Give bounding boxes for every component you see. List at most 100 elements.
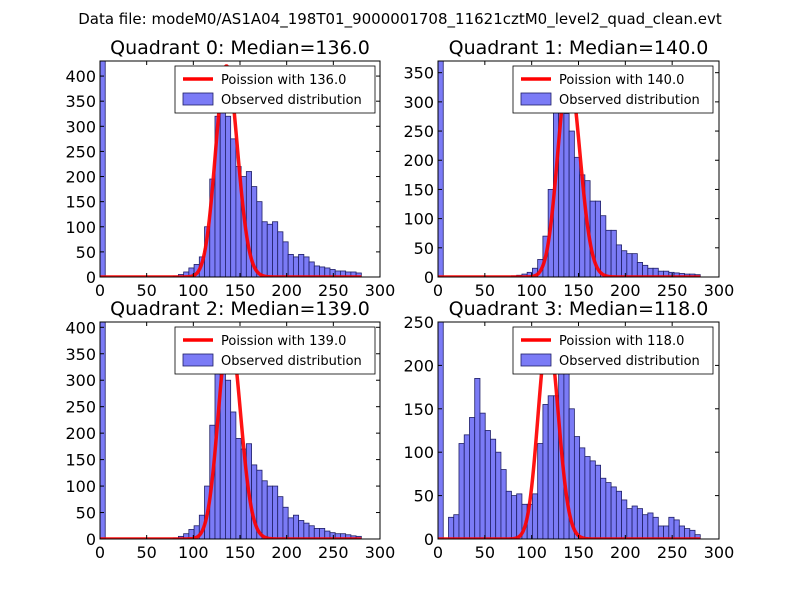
quadrant-3-title: Quadrant 3: Median=118.0: [449, 298, 709, 320]
x-tick-label: 100: [178, 543, 209, 562]
y-tick-label: 50: [414, 487, 434, 506]
histogram-bar: [219, 103, 226, 277]
x-tick-label: 300: [704, 543, 735, 562]
histogram-bar: [298, 253, 305, 277]
histogram-bar: [532, 493, 539, 539]
histogram-bar: [615, 244, 622, 277]
x-tick-label: 100: [516, 543, 547, 562]
x-tick-label: 150: [563, 281, 594, 300]
x-tick-label: 200: [610, 281, 641, 300]
y-tick-label: 250: [403, 122, 434, 141]
histogram-bar: [277, 231, 284, 277]
histogram-bar: [438, 61, 444, 277]
histogram-bar: [547, 395, 554, 539]
histogram-bar: [605, 229, 612, 277]
y-tick-label: 50: [76, 243, 96, 262]
legend-observed-swatch: [520, 92, 552, 106]
y-tick-label: 0: [86, 268, 96, 287]
quadrant-2-panel: Quadrant 2: Median=139.0 0 50 100 150 200 250 3…: [65, 298, 395, 562]
histogram-bar: [225, 115, 232, 277]
quadrant-0-title: Quadrant 0: Median=136.0: [110, 37, 370, 59]
histogram-bar: [594, 464, 602, 539]
legend-observed-label: Observed distribution: [221, 354, 362, 369]
histogram-bar: [600, 215, 607, 277]
histogram-bar: [631, 505, 638, 539]
quadrant-2-title: Quadrant 2: Median=139.0: [110, 298, 370, 320]
histogram-bar: [495, 451, 502, 539]
histogram-bar: [642, 514, 649, 539]
histogram-bar: [563, 113, 570, 277]
histogram-bar: [652, 516, 659, 539]
quadrant-0-panel: Quadrant 0: Median=136.0 0 50 100 150 200 250 3…: [65, 37, 395, 300]
quadrant-1-legend: Poission with 140.0 Observed distribution: [512, 65, 714, 114]
histogram-bar: [511, 495, 518, 539]
y-tick-label: 150: [65, 193, 96, 212]
legend-poisson-label: Poission with 140.0: [559, 73, 684, 88]
quadrant-2-legend: Poission with 139.0 Observed distribution: [174, 326, 376, 375]
legend-poisson-label: Poission with 136.0: [221, 73, 346, 88]
y-tick-label: 350: [65, 345, 96, 364]
x-tick-label: 300: [704, 281, 735, 300]
x-tick-label: 50: [136, 543, 156, 562]
histogram-bar: [589, 460, 596, 539]
x-tick-label: 0: [433, 281, 443, 300]
x-tick-label: 250: [657, 281, 688, 300]
histogram-bar: [663, 525, 670, 539]
histogram-bar: [610, 229, 617, 277]
y-tick-label: 0: [424, 530, 434, 549]
y-tick-label: 100: [65, 218, 96, 237]
histogram-bar: [626, 253, 633, 277]
x-tick-label: 250: [318, 543, 349, 562]
histogram-bar: [469, 417, 476, 539]
x-tick-label: 100: [178, 281, 209, 300]
histogram-bar: [479, 412, 486, 539]
x-tick-label: 0: [95, 281, 105, 300]
histogram-bar: [100, 61, 106, 277]
x-tick-label: 50: [136, 281, 156, 300]
histogram-bar: [292, 256, 300, 277]
suptitle: Data file: modeM0/AS1A04_198T01_90000017…: [78, 10, 722, 29]
histogram-bar: [505, 490, 512, 539]
histogram-bar: [600, 477, 607, 539]
quadrant-1-title: Quadrant 1: Median=140.0: [449, 37, 709, 59]
y-tick-label: 0: [424, 268, 434, 287]
histogram-bar: [615, 490, 622, 539]
histogram-bar: [272, 485, 279, 539]
y-tick-label: 100: [403, 443, 434, 462]
histogram-bar: [292, 514, 300, 539]
histogram-bar: [287, 253, 294, 277]
y-tick-label: 150: [403, 400, 434, 419]
quadrant-0-legend: Poission with 136.0 Observed distribution: [174, 65, 376, 114]
histogram-bar: [573, 156, 581, 277]
histogram-bar: [225, 379, 232, 539]
histogram-bar: [657, 525, 664, 539]
x-tick-label: 200: [610, 543, 641, 562]
legend-observed-label: Observed distribution: [559, 354, 700, 369]
histogram-bar: [673, 519, 680, 539]
x-tick-label: 200: [271, 543, 302, 562]
y-tick-label: 300: [65, 117, 96, 136]
x-tick-label: 0: [433, 543, 443, 562]
y-tick-label: 200: [65, 424, 96, 443]
y-tick-label: 200: [65, 168, 96, 187]
quadrant-3-plot-area: [438, 322, 702, 539]
histogram-bar: [230, 411, 237, 539]
histogram-bar: [266, 485, 273, 539]
legend-poisson-label: Poission with 139.0: [221, 334, 346, 349]
histogram-bar: [573, 436, 581, 539]
histogram-bar: [605, 482, 612, 539]
y-tick-label: 250: [403, 313, 434, 332]
y-tick-label: 300: [65, 371, 96, 390]
histogram-bar: [584, 456, 591, 539]
histogram-bar: [621, 499, 628, 539]
x-tick-label: 0: [95, 543, 105, 562]
histogram-bar: [484, 430, 491, 539]
poisson-curve: [438, 333, 702, 539]
x-tick-label: 300: [365, 543, 396, 562]
y-tick-label: 150: [403, 180, 434, 199]
histogram-bar: [277, 496, 284, 539]
x-tick-label: 50: [475, 543, 495, 562]
histogram-bar: [537, 443, 544, 539]
histogram-bar: [626, 508, 633, 539]
